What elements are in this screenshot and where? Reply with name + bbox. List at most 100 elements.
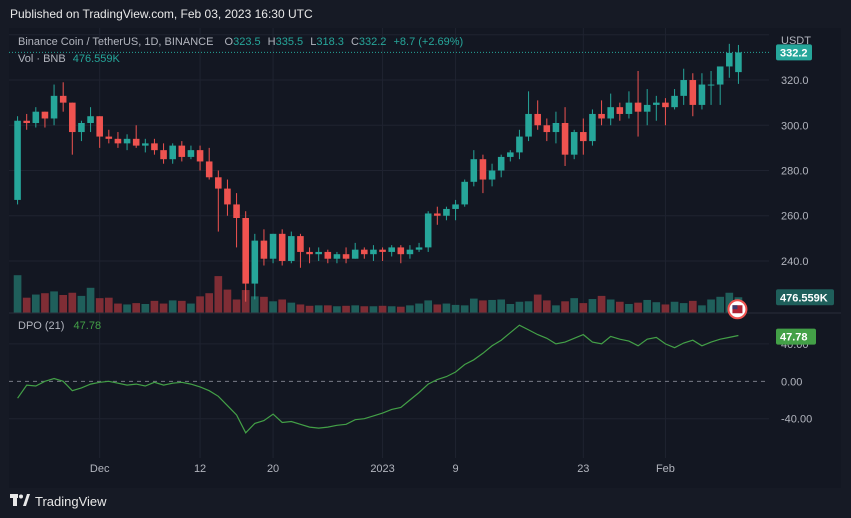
symbol-legend[interactable]: Binance Coin / TetherUS, 1D, BINANCE O32…	[18, 36, 467, 48]
volume-bar	[187, 303, 195, 313]
high-label: H	[267, 36, 276, 48]
candle-body	[461, 181, 468, 205]
volume-bar	[506, 304, 515, 313]
candle-body	[479, 159, 487, 180]
open-value: 323.5	[233, 36, 261, 48]
candle-body	[23, 120, 30, 123]
candle-body	[698, 84, 706, 105]
tradingview-brand[interactable]: TradingView	[10, 494, 107, 509]
time-tick-label: Dec	[90, 463, 110, 475]
candle-body	[534, 113, 541, 126]
volume-bar	[114, 303, 122, 313]
candle-body	[671, 95, 678, 108]
volume-bar	[177, 300, 186, 313]
dpo-line	[17, 324, 739, 434]
volume-bar	[296, 304, 305, 313]
chart-canvas[interactable]: USDT320.0300.0280.0260.0240.040.000.00-4…	[9, 28, 841, 488]
price-tick-label: 240.0	[781, 256, 809, 268]
time-tick-label: 20	[267, 463, 279, 475]
candle-body	[379, 249, 386, 252]
candle-body	[680, 80, 687, 96]
candle-body	[142, 143, 149, 146]
candle-body	[507, 152, 514, 157]
volume-bar	[561, 301, 569, 313]
volume-bar	[41, 293, 49, 313]
volume-bar	[314, 305, 323, 313]
dpo-tick-label: -40.00	[781, 414, 812, 426]
candle-body	[151, 143, 158, 151]
volume-bar	[424, 300, 433, 313]
volume-legend[interactable]: Vol · BNB 476.559K	[18, 53, 124, 65]
candle-body	[726, 52, 733, 67]
time-tick-label: 12	[194, 463, 206, 475]
candle-body	[224, 188, 231, 205]
price-axis-unit: USDT	[781, 35, 811, 47]
volume-bar	[205, 293, 214, 313]
candle-body	[643, 104, 651, 112]
candle-body	[233, 204, 240, 218]
volume-bar	[625, 304, 633, 313]
candle-body	[625, 102, 633, 114]
candle-body	[424, 213, 432, 248]
volume-bar	[524, 301, 533, 313]
time-tick-label: Feb	[656, 463, 675, 475]
volume-bar	[469, 298, 478, 313]
candle-body	[598, 113, 605, 119]
volume-bar	[643, 299, 652, 313]
volume-bar	[333, 306, 341, 313]
dpo-legend[interactable]: DPO (21) 47.78	[18, 320, 101, 332]
candle-body	[735, 52, 742, 73]
volume-bar	[214, 276, 223, 313]
low-value: 318.3	[316, 36, 344, 48]
volume-bar	[542, 300, 551, 313]
volume-bar	[77, 295, 86, 313]
volume-bar	[150, 300, 159, 313]
candle-body	[251, 240, 259, 284]
price-tick-label: 300.0	[781, 120, 809, 132]
candle-body	[351, 249, 359, 259]
candle-body	[497, 156, 505, 171]
candle-body	[242, 218, 249, 284]
dpo-tick-label: 0.00	[781, 376, 802, 388]
chart-area[interactable]: USDT 320.0 300.0 280.0 260.0 240.0 40.00 0.00 -4…	[9, 28, 841, 488]
tradingview-logo-icon	[10, 494, 30, 509]
candle-body	[634, 102, 642, 112]
volume-bar	[688, 300, 697, 313]
dpo-value: 47.78	[73, 320, 102, 332]
candle-body	[580, 132, 587, 142]
volume-bar	[588, 299, 597, 313]
candle-body	[716, 66, 724, 85]
candle-body	[187, 150, 195, 157]
price-tick-label: 280.0	[781, 166, 809, 178]
volume-bar	[415, 303, 423, 313]
low-label: L	[310, 36, 317, 48]
candle-body	[589, 113, 596, 142]
price-tick-label: 320.0	[781, 75, 809, 87]
candle-body	[616, 107, 624, 114]
candle-body	[707, 84, 715, 86]
candle-body	[306, 251, 313, 255]
volume-bar	[223, 289, 232, 313]
candle-body	[315, 251, 322, 255]
dpo-badge-bg	[776, 328, 816, 345]
candle-body	[160, 150, 167, 160]
volume-bar	[278, 299, 287, 313]
candle-body	[41, 111, 49, 119]
volume-bar	[460, 305, 469, 313]
candle-body	[607, 107, 614, 119]
candle-body	[516, 136, 523, 153]
volume-bar	[141, 304, 150, 313]
us-flag-icon	[732, 305, 738, 310]
volume-bar	[387, 306, 396, 313]
volume-bar	[515, 301, 524, 313]
volume-bar	[104, 297, 113, 313]
volume-bar	[305, 305, 314, 313]
candle-body	[689, 80, 697, 105]
candle-body	[87, 116, 94, 123]
candle-body	[169, 145, 176, 160]
volume-bar	[606, 299, 615, 313]
candle-body	[123, 138, 131, 144]
candle-body	[470, 159, 478, 182]
volume-bar	[433, 304, 442, 313]
volume-bar	[123, 304, 131, 313]
